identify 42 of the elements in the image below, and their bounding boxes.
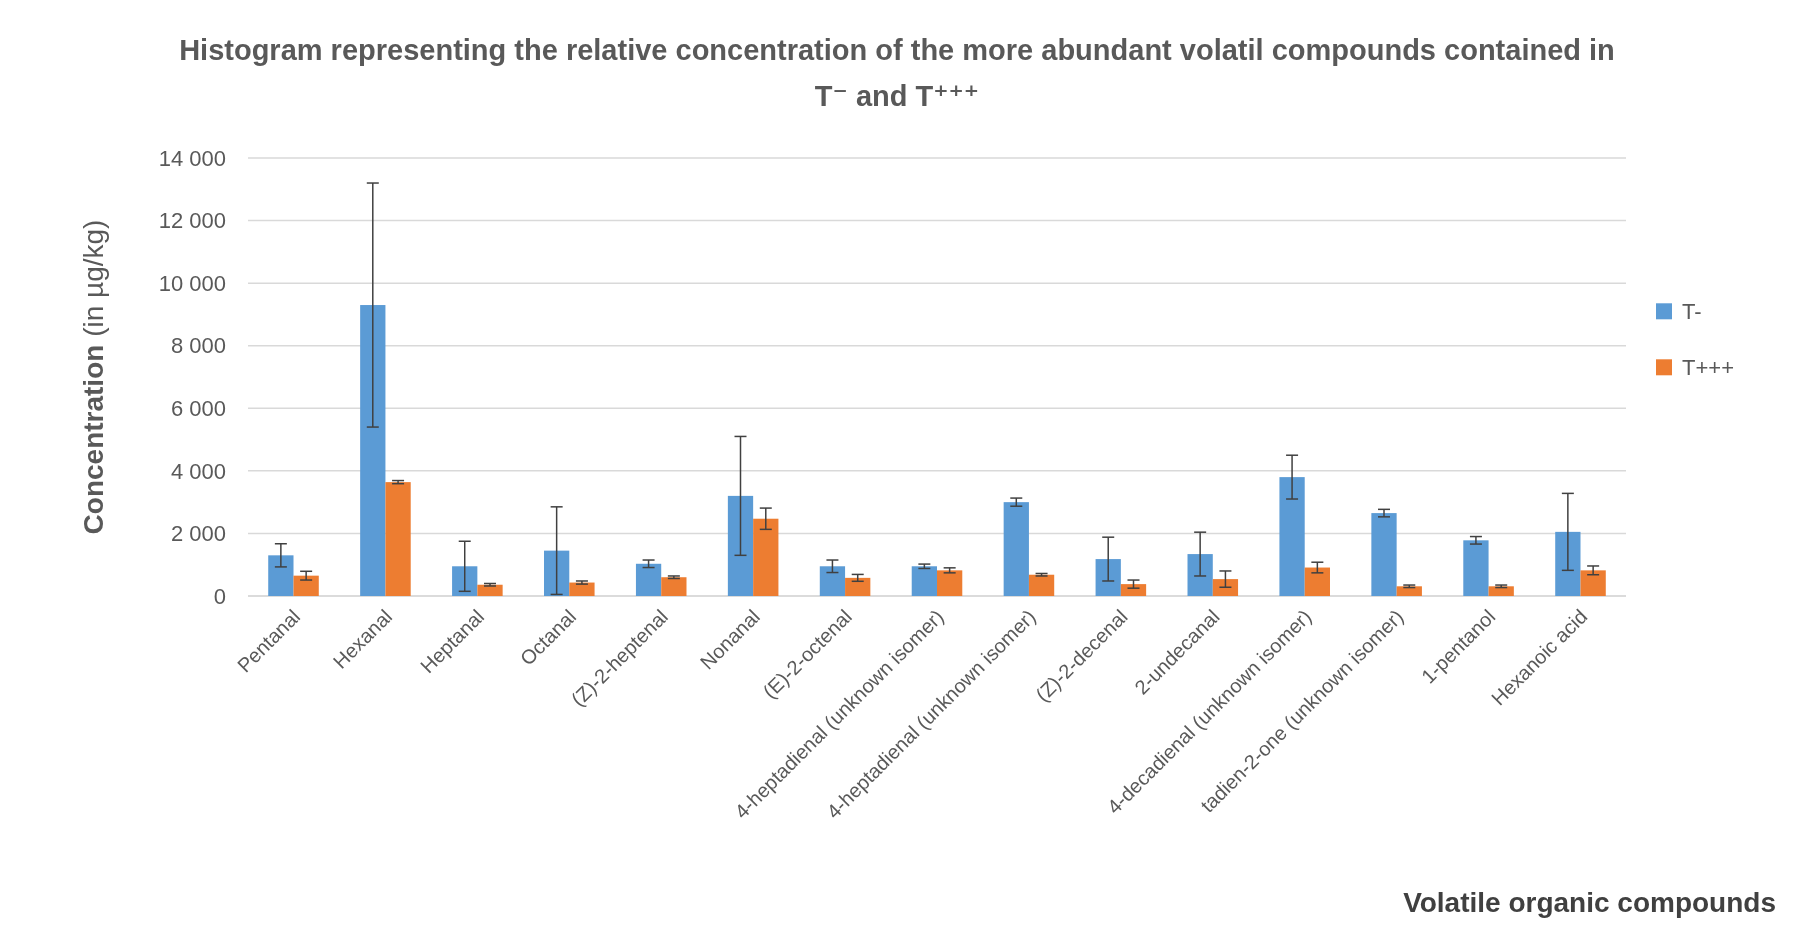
bar	[1095, 559, 1121, 596]
y-tick-label: 12 000	[158, 208, 226, 234]
bar	[819, 566, 846, 596]
bar	[753, 518, 779, 596]
bar	[1580, 570, 1606, 596]
y-tick-label: 4 000	[170, 458, 226, 484]
bar	[1028, 574, 1055, 596]
bar	[1187, 554, 1213, 596]
bar	[1279, 477, 1305, 596]
bar	[937, 570, 963, 596]
bar	[1396, 586, 1422, 596]
bar	[1488, 586, 1514, 596]
bar	[1371, 513, 1397, 596]
y-tick-label: 8 000	[170, 333, 226, 359]
legend-label: T-	[1682, 299, 1702, 324]
y-axis-title: Concentration (in µg/kg)	[78, 219, 109, 535]
bar	[452, 566, 478, 596]
bar	[360, 305, 386, 596]
x-axis-title: Volatile organic compounds	[1403, 887, 1776, 918]
bar	[268, 555, 294, 596]
bar	[477, 584, 503, 596]
bar	[1555, 531, 1581, 596]
bar	[661, 577, 687, 596]
bar	[544, 550, 570, 596]
bar	[911, 566, 937, 596]
bar	[385, 482, 411, 596]
bar	[1463, 540, 1489, 596]
bar	[727, 495, 754, 596]
y-tick-label: 14 000	[158, 145, 226, 171]
y-tick-label: 0	[213, 583, 226, 609]
y-tick-label: 2 000	[170, 521, 226, 547]
bar	[293, 575, 319, 596]
bar	[1212, 579, 1239, 596]
bar	[845, 577, 871, 596]
bar	[569, 582, 595, 596]
legend-label: T+++	[1682, 355, 1734, 380]
bar	[635, 563, 662, 596]
y-tick-label: 6 000	[170, 395, 226, 421]
bar	[1304, 567, 1330, 596]
chart-title: Histogram representing the relative concentration of the more abundant volatil compounds contained in T⁻ and T⁺⁺⁺	[179, 34, 1615, 112]
bar	[1003, 502, 1029, 596]
y-tick-label: 10 000	[158, 270, 226, 296]
